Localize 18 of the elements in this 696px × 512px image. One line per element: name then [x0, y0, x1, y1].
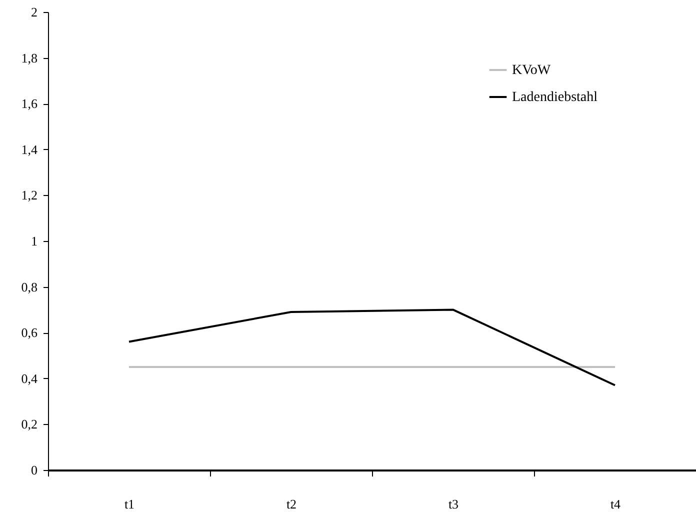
legend-label: Ladendiebstahl [512, 90, 598, 105]
y-tick-label: 1,4 [21, 142, 38, 157]
y-tick-label: 0 [31, 462, 38, 478]
line-series [128, 308, 616, 386]
y-tick-label: 2 [31, 4, 38, 20]
y-tick-label: 1,8 [21, 50, 38, 66]
y-tick-label: 1,6 [21, 96, 38, 112]
y-tick-label: 0,8 [21, 279, 38, 294]
legend-label: KVoW [512, 63, 552, 78]
x-tick-label: t1 [124, 496, 135, 512]
x-tick-label: t3 [448, 496, 459, 512]
x-tick-label: t4 [610, 496, 622, 512]
y-tick-label: 1,2 [21, 188, 38, 203]
x-tick-label: t2 [286, 496, 297, 512]
y-tick-label: 1 [31, 234, 38, 248]
y-tick-label: 0,6 [21, 325, 38, 340]
y-tick-label: 0,4 [21, 370, 38, 386]
y-tick-label: 0,2 [21, 416, 38, 432]
